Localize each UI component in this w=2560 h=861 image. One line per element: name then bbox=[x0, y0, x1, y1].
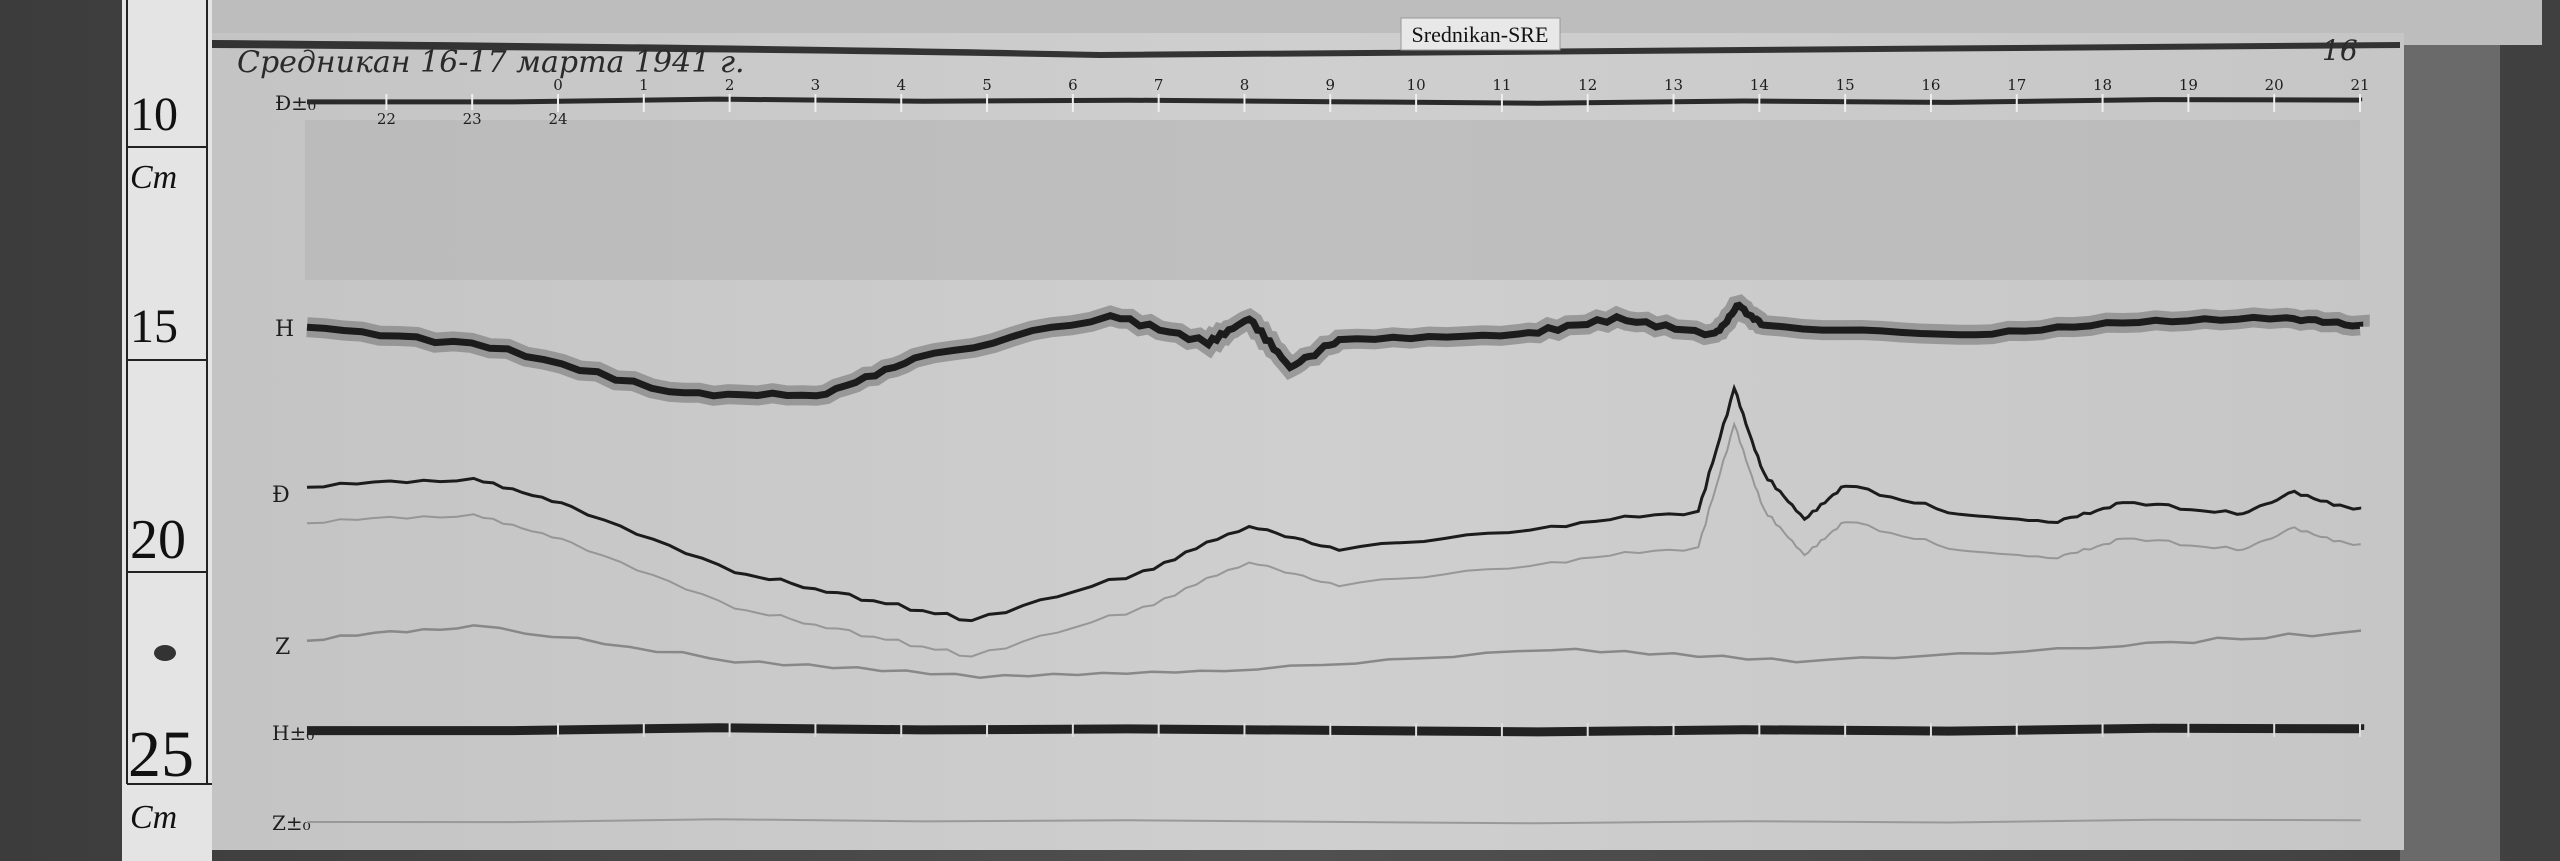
hour-label: 15 bbox=[1836, 76, 1855, 94]
hour-label: 14 bbox=[1750, 76, 1769, 94]
hour-label: 17 bbox=[2007, 76, 2026, 94]
hour-label-previous-day: 23 bbox=[463, 110, 482, 128]
ruler-lines bbox=[126, 0, 212, 785]
trace-label-d: Ð bbox=[272, 483, 290, 508]
ruler-mark-20: 20 bbox=[130, 509, 186, 571]
hour-label: 13 bbox=[1664, 76, 1683, 94]
hour-label: 11 bbox=[1492, 76, 1511, 94]
glass-edge bbox=[2400, 0, 2500, 861]
hour-label: 4 bbox=[896, 76, 906, 94]
hour-label: 1 bbox=[639, 76, 649, 94]
ruler-mark-10: 10 bbox=[130, 88, 178, 141]
d-baseline bbox=[307, 96, 2363, 106]
hour-label: 18 bbox=[2093, 76, 2112, 94]
ruler-mark-15: 15 bbox=[130, 300, 178, 353]
hour-label: 3 bbox=[811, 76, 821, 94]
trace-label-z-base: Z±₀ bbox=[272, 811, 311, 835]
hour-label: 0 bbox=[553, 76, 563, 94]
hour-label: 19 bbox=[2179, 76, 2198, 94]
hour-label: 8 bbox=[1240, 76, 1250, 94]
top-edge-line bbox=[212, 40, 2400, 58]
trace-label-z: Z bbox=[275, 635, 290, 660]
record-title: Средникан 16-17 марта 1941 г. bbox=[237, 45, 745, 80]
hour-label: 12 bbox=[1578, 76, 1597, 94]
hour-label: 21 bbox=[2350, 76, 2369, 94]
z-baseline bbox=[306, 818, 2361, 825]
hour-label: 2 bbox=[725, 76, 735, 94]
ruler-dot bbox=[154, 645, 176, 661]
trace-label-h: H bbox=[275, 317, 294, 342]
h-trace bbox=[306, 301, 2364, 400]
hour-label: 20 bbox=[2265, 76, 2284, 94]
d-trace-shadow bbox=[306, 421, 2361, 658]
station-label: Srednikan-SRE bbox=[1412, 22, 1549, 47]
ruler-strip bbox=[122, 0, 212, 861]
ruler-mark-25: 25 bbox=[128, 718, 194, 791]
hour-label: 10 bbox=[1407, 76, 1426, 94]
ruler-unit-top: Cm bbox=[130, 159, 177, 196]
hour-label: 9 bbox=[1326, 76, 1336, 94]
sheet-number: 16 bbox=[2322, 34, 2358, 67]
hour-label-previous-day: 22 bbox=[377, 110, 396, 128]
traces-group bbox=[306, 96, 2370, 825]
h-baseline bbox=[307, 723, 2365, 737]
ruler-unit-bottom: Cm bbox=[130, 799, 177, 836]
hour-label: 5 bbox=[982, 76, 992, 94]
exposure-band bbox=[305, 120, 2360, 280]
hour-label: 7 bbox=[1154, 76, 1164, 94]
hour-label-previous-day: 24 bbox=[548, 110, 567, 128]
d-trace bbox=[306, 383, 2362, 623]
hour-label: 16 bbox=[1921, 76, 1940, 94]
hour-label: 6 bbox=[1068, 76, 1078, 94]
station-label-box bbox=[1400, 17, 1561, 51]
z-trace bbox=[306, 624, 2361, 679]
